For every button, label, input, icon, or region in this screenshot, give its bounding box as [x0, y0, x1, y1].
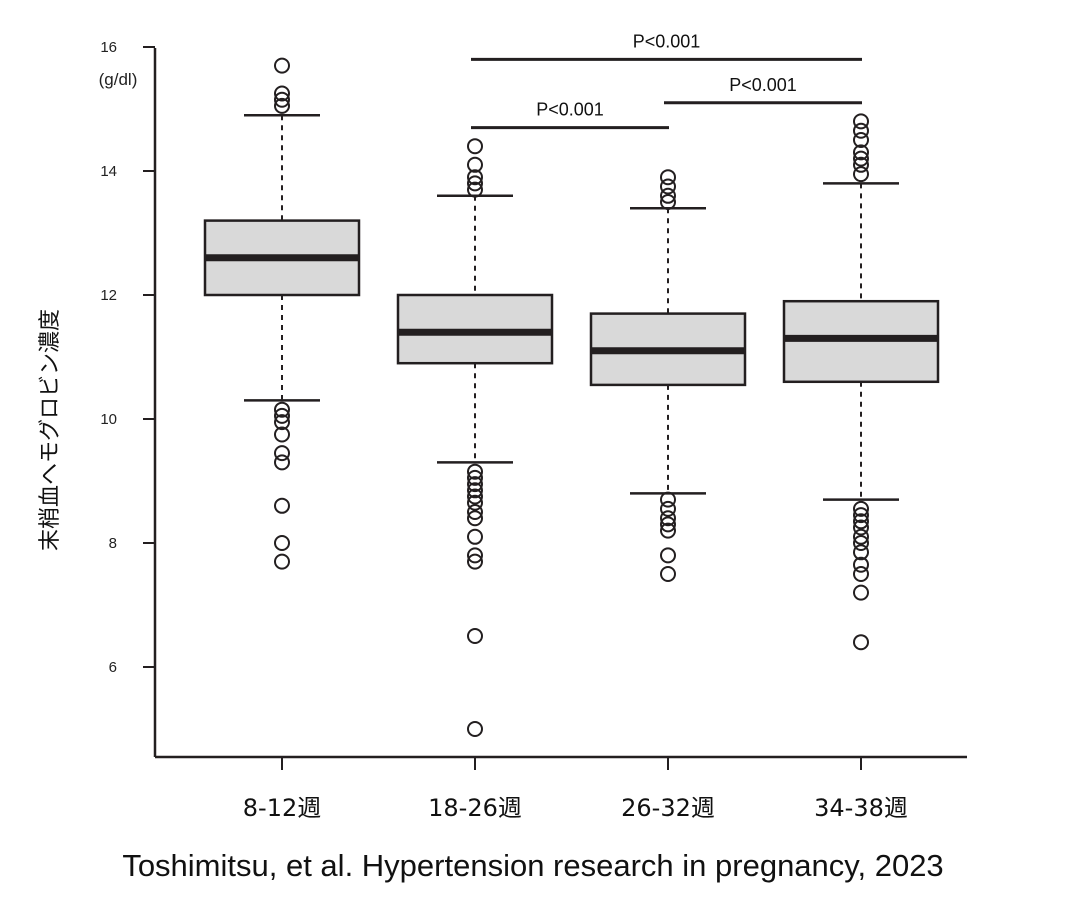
outlier-point — [274, 91, 290, 108]
box-group — [396, 138, 554, 737]
outlier-point — [274, 57, 290, 74]
outlier-point — [660, 169, 676, 186]
outlier-point — [467, 628, 483, 644]
box-group — [589, 169, 747, 582]
outlier-point — [853, 156, 869, 173]
y-ticks: 6 8 10 12 14 16 — [100, 39, 155, 676]
y-axis-title: 末梢血ヘモグロビン濃度 — [38, 309, 63, 551]
outlier-point — [467, 547, 483, 564]
box-series — [203, 57, 940, 737]
outlier-point — [853, 528, 869, 545]
outlier-point — [467, 510, 483, 527]
y-tick-label: 10 — [100, 411, 117, 428]
outlier-point — [467, 528, 483, 545]
outlier-point — [660, 187, 676, 204]
outlier-point — [853, 144, 869, 161]
outlier-point — [274, 553, 290, 570]
outlier-point — [853, 566, 869, 582]
significance-brackets: P<0.001 P<0.001 P<0.001 — [471, 31, 862, 130]
significance-label: P<0.001 — [633, 31, 701, 51]
significance-label: P<0.001 — [729, 75, 797, 95]
outlier-point — [853, 500, 869, 517]
x-ticks: 8-12週 18-26週 26-32週 34-38週 — [243, 757, 908, 822]
y-tick-label: 14 — [100, 163, 117, 180]
outlier-point — [853, 150, 869, 167]
outlier-point — [853, 544, 869, 561]
x-tick-label: 18-26週 — [428, 794, 522, 822]
significance-label: P<0.001 — [536, 100, 604, 120]
outlier-point — [660, 500, 676, 517]
outlier-point — [853, 634, 869, 651]
outlier-point — [853, 132, 869, 148]
outlier-point — [274, 401, 290, 418]
outlier-point — [660, 566, 676, 582]
outlier-point — [274, 426, 290, 443]
outlier-point — [853, 584, 869, 601]
outlier-point — [467, 504, 483, 520]
outlier-point — [467, 156, 483, 173]
outlier-point — [853, 556, 869, 573]
outlier-point — [274, 414, 290, 431]
y-tick-label: 12 — [100, 287, 117, 304]
outlier-point — [467, 469, 483, 486]
outlier-point — [853, 535, 869, 551]
outlier-point — [660, 522, 676, 539]
outlier-point — [274, 535, 290, 551]
outlier-point — [274, 85, 290, 102]
outlier-point — [467, 169, 483, 186]
y-tick-label: 8 — [109, 535, 117, 552]
outlier-point — [467, 494, 483, 511]
y-unit-label: (g/dl) — [99, 70, 138, 89]
outlier-point — [853, 122, 869, 139]
box-group — [782, 113, 940, 651]
outlier-point — [660, 194, 676, 210]
outlier-point — [853, 513, 869, 530]
outlier-point — [660, 510, 676, 527]
outlier-point — [467, 488, 483, 505]
outlier-point — [853, 507, 869, 524]
outlier-point — [274, 454, 290, 471]
outlier-point — [467, 181, 483, 198]
x-tick-label: 34-38週 — [814, 794, 908, 822]
outlier-point — [467, 721, 483, 737]
outlier-point — [274, 497, 290, 514]
box-group — [203, 57, 361, 570]
outlier-point — [660, 547, 676, 564]
outlier-point — [467, 482, 483, 499]
y-tick-label: 6 — [109, 659, 117, 676]
outlier-point — [467, 175, 483, 192]
outlier-point — [853, 166, 869, 183]
outlier-point — [660, 491, 676, 508]
outlier-point — [467, 463, 483, 480]
outlier-point — [660, 516, 676, 533]
x-tick-label: 26-32週 — [621, 794, 715, 822]
outlier-point — [467, 476, 483, 493]
outlier-point — [467, 553, 483, 570]
outlier-point — [853, 113, 869, 130]
outlier-point — [274, 445, 290, 462]
x-tick-label: 8-12週 — [243, 794, 321, 822]
citation: Toshimitsu, et al. Hypertension research… — [122, 848, 944, 883]
outlier-point — [853, 519, 869, 536]
outlier-point — [274, 407, 290, 424]
outlier-point — [467, 138, 483, 155]
y-tick-label: 16 — [100, 39, 117, 56]
outlier-point — [274, 97, 290, 114]
outlier-point — [660, 178, 676, 195]
